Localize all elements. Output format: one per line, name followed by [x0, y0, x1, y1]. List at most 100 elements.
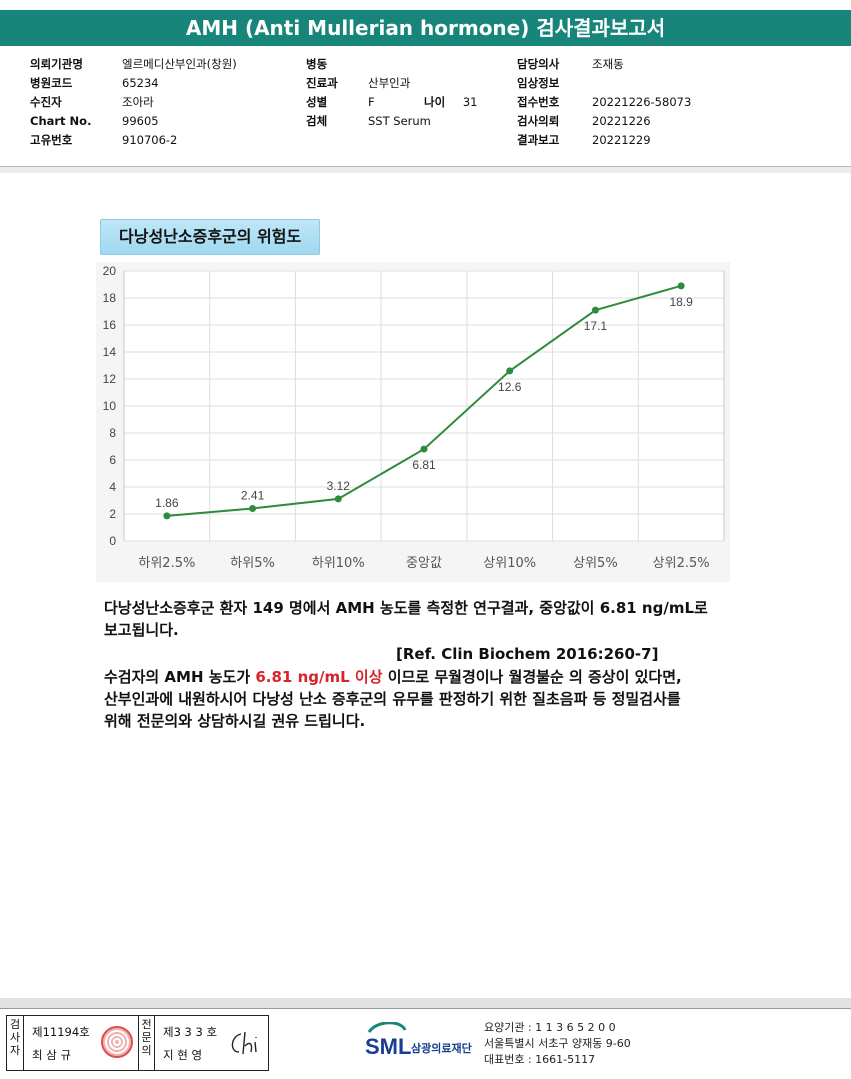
vertical-char: 의 — [141, 1044, 152, 1057]
header-label: 접수번호 — [517, 95, 560, 109]
x-tick-label: 상위2.5% — [653, 556, 710, 571]
header-value: 20221226-58073 — [592, 95, 692, 109]
header-label: 검사의뢰 — [517, 114, 560, 128]
footer-divider — [0, 1008, 851, 1009]
footer-band — [0, 998, 851, 1008]
data-label: 18.9 — [669, 295, 693, 309]
data-point — [591, 306, 599, 314]
recommendation-prefix: 수검자의 AMH 농도가 — [104, 668, 256, 686]
data-point — [506, 367, 514, 375]
header-value: 산부인과 — [368, 76, 411, 90]
header-value: 910706-2 — [122, 133, 178, 147]
header-row: 접수번호 20221226-58073 — [517, 93, 691, 112]
x-tick-label: 하위10% — [312, 556, 365, 571]
logo-subtext: 삼광의료재단 — [411, 1041, 472, 1055]
header-row: 임상정보 — [517, 74, 559, 93]
header-label: 병동 — [306, 57, 328, 71]
header-label: 성별 — [306, 95, 328, 109]
header-band — [0, 167, 851, 173]
y-tick-label: 12 — [103, 372, 117, 386]
data-label: 12.6 — [498, 380, 522, 394]
inspector-seal-icon — [101, 1026, 133, 1058]
header-value: 99605 — [122, 114, 159, 128]
header-value: 65234 — [122, 76, 159, 90]
risk-title-badge: 다낭성난소증후군의 위험도 — [100, 219, 320, 255]
header-row: 병원코드 65234 — [30, 74, 159, 93]
reference-citation: [Ref. Clin Biochem 2016:260-7] — [396, 645, 659, 663]
header-value: 조재동 — [592, 57, 624, 71]
header-row: 결과보고 20221229 — [517, 131, 651, 150]
header-row: 의뢰기관명 엘르메디산부인과(창원) — [30, 55, 237, 74]
header-label: 검체 — [306, 114, 328, 128]
age-field: 나이 31 — [424, 93, 477, 112]
x-tick-label: 하위5% — [230, 556, 275, 571]
y-tick-label: 2 — [109, 507, 116, 521]
y-tick-label: 18 — [103, 291, 117, 305]
x-tick-label: 상위10% — [483, 556, 536, 571]
recommendation-line1: 수검자의 AMH 농도가 6.81 ng/mL 이상 이므로 무월경이나 월경불… — [104, 666, 682, 688]
recommendation-highlight: 6.81 ng/mL 이상 — [255, 668, 383, 686]
header-row: 성별 F — [306, 93, 375, 112]
x-tick-label: 하위2.5% — [138, 556, 195, 571]
data-point — [420, 445, 428, 453]
y-tick-label: 20 — [103, 264, 117, 278]
age-value: 31 — [462, 95, 478, 109]
y-tick-label: 10 — [103, 399, 117, 413]
phone: 대표번호 : 1661-5117 — [484, 1053, 596, 1066]
specialist-name: 지 현 영 — [163, 1048, 203, 1062]
header-row: 진료과 산부인과 — [306, 74, 410, 93]
paragraph-study: 다낭성난소증후군 환자 149 명에서 AMH 농도를 측정한 연구결과, 중앙… — [104, 597, 708, 641]
header-value: 조아라 — [122, 95, 154, 109]
inspector-name: 최 삼 규 — [32, 1048, 72, 1062]
y-tick-label: 8 — [109, 426, 116, 440]
paragraph-recommendation: 수검자의 AMH 농도가 6.81 ng/mL 이상 이므로 무월경이나 월경불… — [104, 666, 682, 732]
data-label: 6.81 — [412, 458, 436, 472]
header-label: 임상정보 — [517, 76, 560, 90]
vertical-char: 자 — [9, 1044, 21, 1057]
y-tick-label: 16 — [103, 318, 117, 332]
amh-risk-line-chart: 0 2 4 6 8 10 12 14 16 18 20 하위2.5% 하위5% 하위10% 중앙값 상위10%… — [96, 262, 730, 582]
header-row: 담당의사 조재동 — [517, 55, 624, 74]
vertical-char: 전 — [141, 1018, 152, 1031]
y-tick-label: 4 — [109, 480, 116, 494]
header-value: 20221226 — [592, 114, 651, 128]
y-tick-label: 0 — [109, 534, 116, 548]
header-row: 검사의뢰 20221226 — [517, 112, 651, 131]
recommendation-suffix: 이므로 무월경이나 월경불순 의 증상이 있다면, — [382, 668, 682, 686]
paragraph-study-line1: 다낭성난소증후군 환자 149 명에서 AMH 농도를 측정한 연구결과, 중앙… — [104, 599, 708, 617]
vertical-char: 문 — [141, 1031, 152, 1044]
header-value: 20221229 — [592, 133, 651, 147]
header-label: 결과보고 — [517, 133, 560, 147]
paragraph-study-line2: 보고됩니다. — [104, 621, 179, 639]
header-value: SST Serum — [368, 114, 431, 128]
header-label: 수진자 — [30, 95, 62, 109]
specialist-signature-icon — [231, 1031, 257, 1055]
logo-text: SML — [365, 1034, 411, 1059]
data-label: 17.1 — [584, 319, 608, 333]
header-label: 고유번호 — [30, 133, 73, 147]
header-value: 엘르메디산부인과(창원) — [122, 57, 237, 71]
header-col1: 의뢰기관명 엘르메디산부인과(창원) 병원코드 65234 수진자 조아라 Chart No… — [30, 55, 237, 150]
data-point — [677, 282, 685, 290]
vertical-char: 검 — [9, 1018, 21, 1031]
header-label: 진료과 — [306, 76, 338, 90]
data-point — [334, 495, 342, 503]
header-row: 수진자 조아라 — [30, 93, 154, 112]
institution-address: 요양기관 : 1 1 3 6 5 2 0 0 서울특별시 서초구 양재동 9-6… — [484, 1020, 631, 1068]
header-label: 병원코드 — [30, 76, 73, 90]
header-value: F — [368, 95, 375, 109]
data-label: 2.41 — [241, 488, 265, 502]
x-tick-label: 상위5% — [573, 556, 618, 571]
header-divider — [0, 166, 851, 167]
y-tick-label: 6 — [109, 453, 116, 467]
header-label: 담당의사 — [517, 57, 560, 71]
address: 서울특별시 서초구 양재동 9-60 — [484, 1037, 631, 1050]
recommendation-line3: 위해 전문의와 상담하시길 권유 드립니다. — [104, 712, 366, 730]
org-code: 요양기관 : 1 1 3 6 5 2 0 0 — [484, 1021, 616, 1034]
data-point — [249, 504, 257, 512]
age-label: 나이 — [424, 95, 446, 109]
